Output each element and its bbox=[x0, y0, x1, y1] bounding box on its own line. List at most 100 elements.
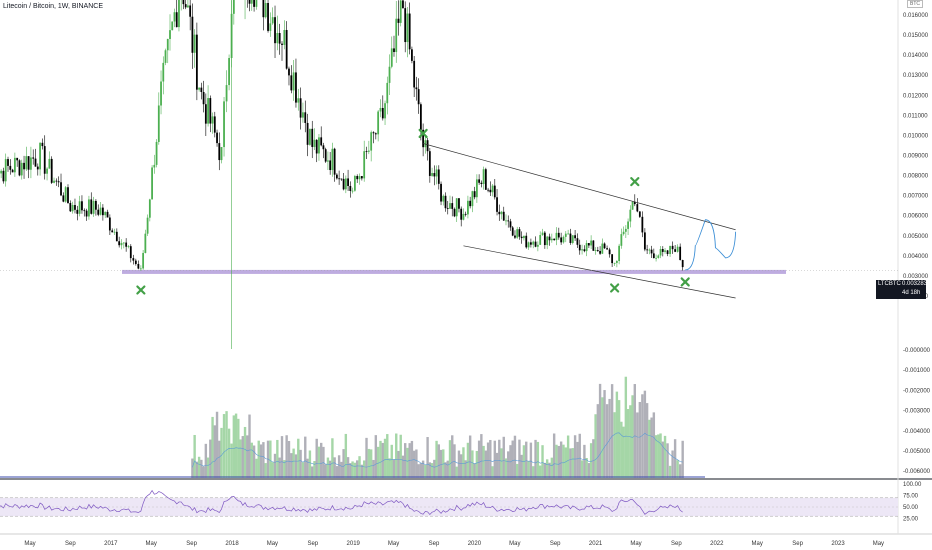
volume-bar bbox=[571, 448, 574, 478]
volume-bar bbox=[320, 442, 323, 478]
volume-tick-label: -0.006000 bbox=[903, 469, 931, 475]
rsi-tick-label: 50.00 bbox=[903, 505, 919, 511]
candle-body bbox=[171, 21, 174, 31]
volume-bar bbox=[215, 411, 219, 478]
price-tick-label: 0.004000 bbox=[903, 254, 929, 260]
candle-body bbox=[550, 238, 553, 241]
volume-bar bbox=[645, 403, 649, 478]
candle-body bbox=[283, 29, 286, 45]
volume-bar bbox=[610, 384, 614, 478]
candle-body bbox=[218, 143, 221, 161]
candle-body bbox=[422, 129, 425, 148]
currency-badge[interactable]: BTC bbox=[907, 0, 923, 8]
price-pane[interactable] bbox=[0, 0, 932, 535]
candle-body bbox=[611, 254, 614, 264]
price-tick-label: 0.012000 bbox=[903, 93, 929, 99]
candle-body bbox=[144, 233, 147, 253]
candle-body bbox=[198, 87, 201, 90]
volume-bar bbox=[333, 457, 336, 478]
candle-body bbox=[374, 133, 377, 135]
candle-body bbox=[594, 250, 597, 251]
volume-bar bbox=[657, 434, 660, 478]
volume-bar bbox=[507, 451, 510, 478]
candle-body bbox=[624, 228, 627, 232]
volume-bar bbox=[331, 438, 334, 478]
candle-body bbox=[88, 199, 90, 217]
volume-bar bbox=[648, 419, 651, 478]
candle-body bbox=[356, 176, 359, 180]
volume-bar bbox=[225, 411, 228, 478]
chart-title: Litecoin / Bitcoin, 1W, BINANCE bbox=[3, 3, 103, 10]
volume-bar bbox=[484, 450, 488, 478]
volume-bar bbox=[292, 448, 295, 478]
time-tick-label: 2017 bbox=[104, 541, 118, 547]
candle-body bbox=[484, 169, 487, 190]
price-tag-value: 0.003283 bbox=[902, 281, 928, 287]
candle-body bbox=[592, 240, 595, 251]
volume-bar bbox=[562, 444, 565, 478]
candle-body bbox=[173, 12, 176, 22]
candle-body bbox=[324, 149, 327, 162]
candle-body bbox=[264, 3, 267, 18]
volume-bar bbox=[388, 458, 391, 478]
volume-bar bbox=[598, 383, 602, 478]
candle-body bbox=[122, 242, 125, 244]
candle-body bbox=[220, 147, 223, 161]
candle-body bbox=[424, 140, 427, 148]
candle-body bbox=[529, 242, 532, 245]
candle-body bbox=[393, 48, 395, 53]
volume-bar bbox=[369, 449, 373, 478]
candle-body bbox=[388, 66, 391, 83]
candle-body bbox=[347, 178, 349, 186]
time-tick-label: 2021 bbox=[589, 541, 603, 547]
candle-body bbox=[83, 210, 86, 212]
candle-body bbox=[53, 180, 55, 183]
candle-body bbox=[342, 178, 345, 190]
candle-body bbox=[462, 213, 465, 220]
time-tick-label: May bbox=[873, 541, 884, 547]
volume-bar bbox=[285, 435, 288, 478]
candle-body bbox=[169, 30, 171, 39]
volume-bar bbox=[213, 425, 216, 478]
volume-bar bbox=[421, 460, 425, 478]
candle-body bbox=[546, 236, 549, 246]
candle-body bbox=[381, 107, 384, 119]
candle-body bbox=[442, 195, 445, 202]
candle-body bbox=[207, 98, 209, 124]
candle-body bbox=[204, 104, 207, 124]
candle-body bbox=[285, 29, 288, 69]
candle-body bbox=[669, 245, 671, 255]
candle-body bbox=[664, 250, 666, 252]
candle-body bbox=[564, 233, 567, 237]
candle-body bbox=[111, 230, 114, 233]
candle-body bbox=[661, 249, 664, 252]
volume-bar bbox=[383, 438, 387, 478]
candle-body bbox=[184, 4, 187, 8]
volume-bar bbox=[448, 440, 452, 478]
time-tick-label: May bbox=[752, 541, 763, 547]
candle-body bbox=[491, 185, 494, 193]
candle-body bbox=[69, 202, 72, 212]
candle-body bbox=[518, 229, 521, 237]
candle-body bbox=[587, 243, 590, 246]
volume-bar bbox=[239, 439, 242, 478]
candle-body bbox=[132, 258, 135, 261]
candle-body bbox=[379, 107, 382, 112]
candle-body bbox=[113, 231, 116, 233]
price-axis[interactable]: 0.016000 0.015000 0.014000 0.013000 0.012000… bbox=[903, 13, 931, 522]
channel-line bbox=[463, 245, 736, 299]
candle-body bbox=[467, 200, 469, 215]
volume-bar bbox=[222, 414, 226, 478]
volume-bar bbox=[566, 435, 570, 478]
candle-body bbox=[211, 116, 214, 124]
candle-body bbox=[643, 232, 646, 250]
candle-body bbox=[590, 240, 593, 246]
volume-bar bbox=[351, 461, 354, 478]
time-axis[interactable]: May Sep 2017 May Sep 2018 May Sep 2019 May Sep 2020… bbox=[24, 541, 884, 547]
volume-bar bbox=[603, 390, 606, 478]
volume-bar bbox=[596, 404, 600, 478]
volume-bar bbox=[326, 457, 330, 478]
volume-bar bbox=[381, 442, 384, 478]
candle-body bbox=[23, 162, 25, 170]
